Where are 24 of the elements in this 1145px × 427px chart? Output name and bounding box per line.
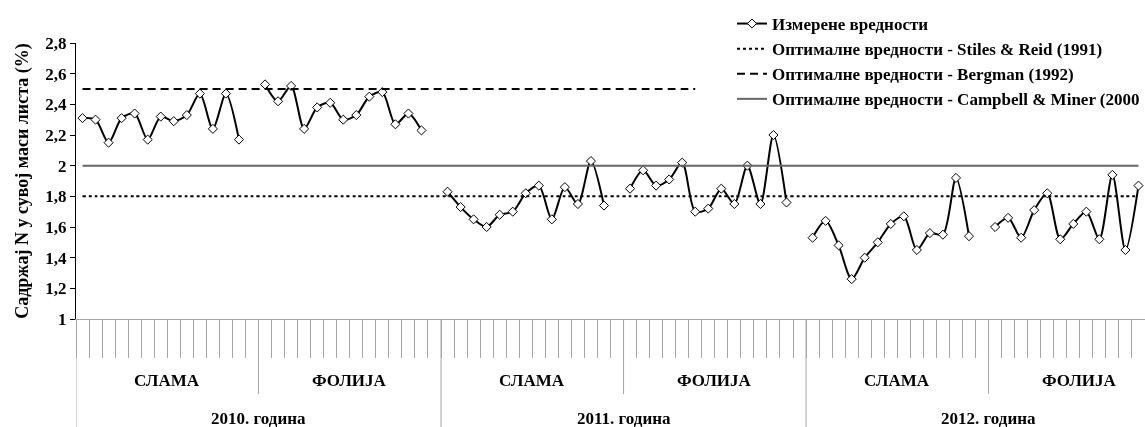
y-tick-label: 1 — [58, 309, 67, 329]
text: ФОЛИЈА — [312, 371, 387, 390]
text: 2012. година — [941, 409, 1036, 427]
y-tick-label: 2 — [58, 156, 67, 176]
text: 2011. година — [577, 409, 672, 427]
legend-label: Оптималне вредности - Campbell & Miner (2000 — [772, 90, 1140, 110]
y-axis-title: Садржај N у сувој маси листа (%) — [11, 43, 33, 319]
text: СЛАМА — [134, 371, 200, 390]
y-tick-label: 2,4 — [45, 95, 68, 115]
y-tick-label: 1,8 — [45, 187, 67, 207]
y-tick-label: 1,6 — [45, 217, 67, 237]
y-tick-label: 2,6 — [45, 64, 67, 84]
text: СЛАМА — [864, 371, 930, 390]
text: СЛАМА — [499, 371, 565, 390]
text: 2010. година — [211, 409, 306, 427]
legend-label: Измерене вредности — [772, 15, 929, 35]
text: ФОЛИЈА — [1042, 371, 1117, 390]
y-tick-label: 2,2 — [45, 125, 67, 145]
legend-label: Оптималне вредности - Bergman (1992) — [772, 65, 1074, 85]
y-tick-label: 2,8 — [45, 33, 67, 53]
y-tick-label: 1,2 — [45, 279, 67, 299]
text: ФОЛИЈА — [677, 371, 752, 390]
legend-label: Оптималне вредности - Stiles & Reid (1991) — [772, 40, 1103, 60]
y-tick-label: 1,4 — [45, 248, 68, 268]
